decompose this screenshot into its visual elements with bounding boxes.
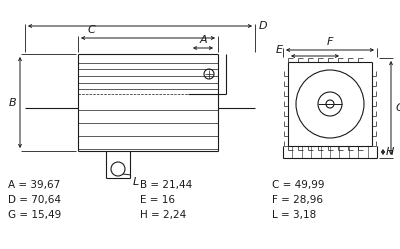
Text: D: D: [259, 21, 268, 31]
Text: B = 21,44: B = 21,44: [140, 180, 192, 190]
Text: E = 16: E = 16: [140, 195, 175, 205]
Text: L = 3,18: L = 3,18: [272, 210, 316, 220]
Text: F = 28,96: F = 28,96: [272, 195, 323, 205]
Text: A: A: [199, 35, 207, 45]
Text: E: E: [276, 45, 283, 55]
Text: A = 39,67: A = 39,67: [8, 180, 60, 190]
Text: H = 2,24: H = 2,24: [140, 210, 186, 220]
Text: H: H: [386, 147, 394, 157]
Text: C: C: [88, 25, 96, 35]
Text: C = 49,99: C = 49,99: [272, 180, 324, 190]
Text: F: F: [327, 37, 333, 47]
Text: B: B: [8, 98, 16, 108]
Text: G = 15,49: G = 15,49: [8, 210, 61, 220]
Text: L: L: [133, 177, 139, 187]
Text: D = 70,64: D = 70,64: [8, 195, 61, 205]
Text: G: G: [395, 103, 400, 113]
